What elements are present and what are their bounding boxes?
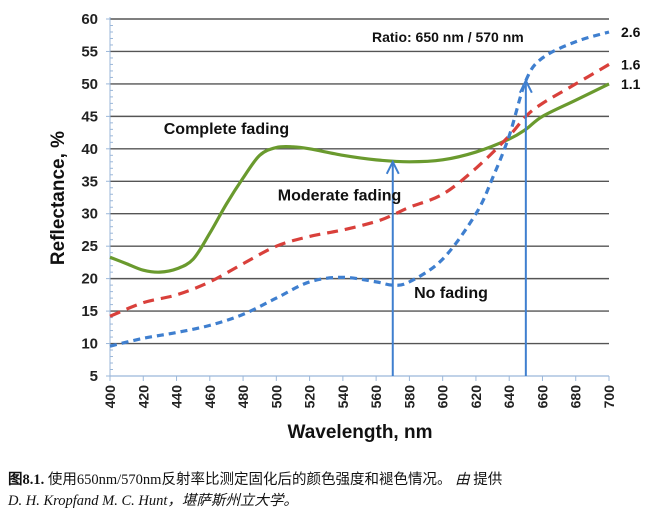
caption-provided: 提供 <box>469 472 503 488</box>
series-line-complete-fading <box>109 82 610 274</box>
y-tick-label: 5 <box>90 368 98 385</box>
x-tick-label: 620 <box>468 385 484 409</box>
y-tick-labels: 5 10 15 20 25 30 35 40 45 50 55 60 <box>81 11 98 385</box>
annotation-complete-fading: Complete fading <box>164 121 289 138</box>
caption-line-1: 图8.1. 使用650nm/570nm反射率比测定固化后的颜色强度和褪色情况。 … <box>8 470 648 491</box>
x-tick-label: 500 <box>268 385 284 409</box>
y-tick-label: 35 <box>81 173 98 190</box>
x-axis-title: Wavelength, nm <box>288 422 433 443</box>
figure-caption: 图8.1. 使用650nm/570nm反射率比测定固化后的颜色强度和褪色情况。 … <box>8 470 648 512</box>
y-tick-label: 40 <box>81 141 98 158</box>
x-tick-label: 520 <box>302 385 318 409</box>
series-line-moderate-fading <box>109 63 610 318</box>
y-tick-label: 15 <box>81 303 98 320</box>
figure-label: 图8.1. <box>8 472 45 488</box>
x-tick-label: 660 <box>534 385 550 409</box>
x-tick-label: 600 <box>435 385 451 409</box>
x-tick-label: 560 <box>368 385 384 409</box>
arrowhead-icon <box>518 78 533 94</box>
reflectance-chart: 5 10 15 20 25 30 35 40 45 50 55 60 400 420 440 460 480 5… <box>48 11 641 443</box>
x-tick-label: 700 <box>601 385 617 409</box>
annotation-moderate-fading: Moderate fading <box>278 188 402 205</box>
x-tick-label: 460 <box>202 385 218 409</box>
y-tick-label: 30 <box>81 206 98 223</box>
y-tick-label: 45 <box>81 108 98 125</box>
y-tick-label: 20 <box>81 271 98 288</box>
y-tick-label: 25 <box>81 238 98 255</box>
series-line-no-fading <box>109 30 610 348</box>
x-tick-labels: 400 420 440 460 480 500 520 540 560 580 600 620 640 6… <box>102 385 617 409</box>
annotations: Complete fading Moderate fading No fading <box>164 121 488 302</box>
annotation-no-fading: No fading <box>414 285 488 302</box>
x-tick-label: 480 <box>235 385 251 409</box>
caption-by: 由 <box>455 472 470 488</box>
ratio-label: 1.1 <box>621 76 641 92</box>
x-tick-label: 680 <box>568 385 584 409</box>
series-lines: 1.1 1.6 2.6 <box>109 24 641 348</box>
ratio-label: 1.6 <box>621 56 641 72</box>
ratio-title: Ratio: 650 nm / 570 nm <box>372 29 524 45</box>
arrowhead-icon <box>385 159 400 175</box>
ratio-label: 2.6 <box>621 24 641 40</box>
y-tick-label: 60 <box>81 11 98 28</box>
x-tick-label: 640 <box>501 385 517 409</box>
caption-line-2: D. H. Kropfand M. C. Hunt，堪萨斯州立大学。 <box>8 493 298 509</box>
y-axis-title: Reflectance, % <box>48 131 69 265</box>
x-tick-label: 580 <box>401 385 417 409</box>
gridlines <box>110 18 609 345</box>
wavelength-markers <box>385 78 533 376</box>
x-tick-label: 440 <box>169 385 185 409</box>
x-tick-label: 400 <box>102 385 118 409</box>
caption-text: 使用650nm/570nm反射率比测定固化后的颜色强度和褪色情况。 <box>44 472 456 488</box>
x-tick-label: 540 <box>335 385 351 409</box>
y-tick-label: 55 <box>81 43 98 60</box>
y-tick-label: 50 <box>81 76 98 93</box>
y-tick-label: 10 <box>81 336 98 353</box>
x-tick-label: 420 <box>135 385 151 409</box>
